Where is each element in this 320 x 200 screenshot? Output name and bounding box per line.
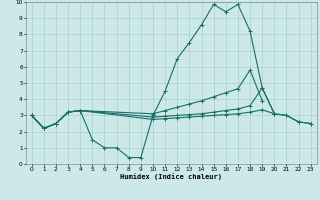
X-axis label: Humidex (Indice chaleur): Humidex (Indice chaleur) <box>120 173 222 180</box>
